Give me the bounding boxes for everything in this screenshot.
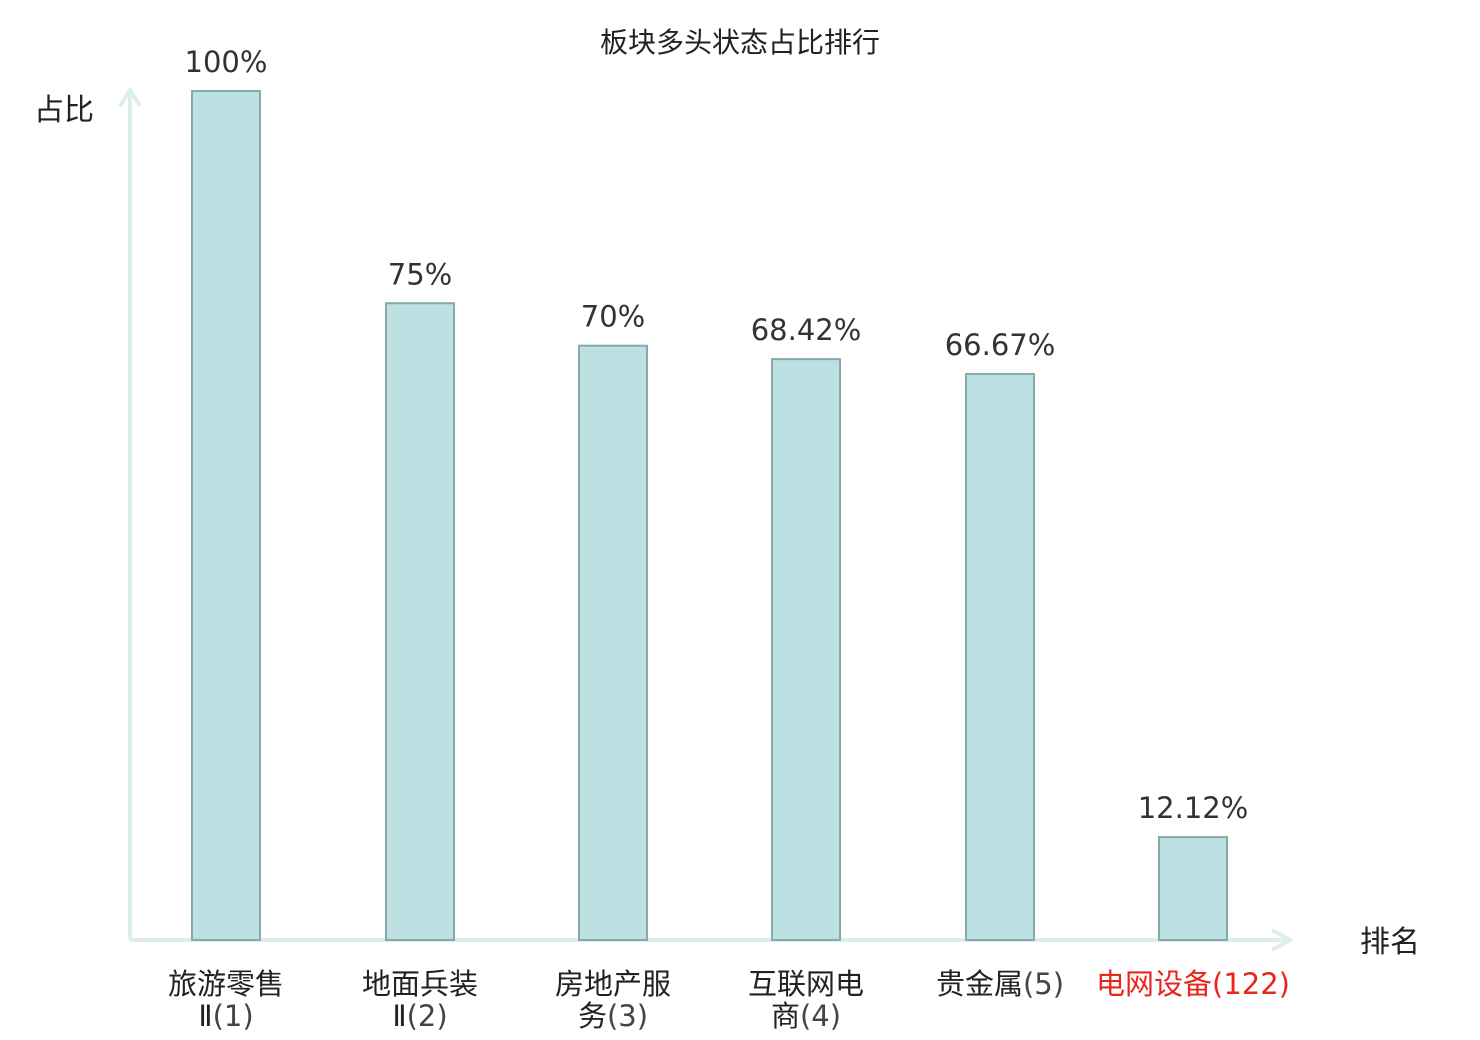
bar [191, 90, 261, 941]
x-axis-arrow [1271, 928, 1295, 952]
category-label-line: 互联网电 [748, 967, 864, 1001]
category-label: 地面兵装 Ⅱ(2) [362, 967, 478, 1033]
bar [578, 344, 648, 941]
category-rank: (3) [607, 999, 648, 1033]
y-axis-arrow [118, 86, 142, 108]
axes [118, 86, 1295, 952]
category-name: 旅游零售 [168, 967, 284, 1001]
category-name: 务 [578, 999, 607, 1033]
category-name: 地面兵装 [362, 967, 478, 1001]
category-label: 互联网电商(4) [748, 967, 864, 1033]
category-rank: (4) [800, 999, 841, 1033]
bar [385, 302, 455, 941]
category-rank: (2) [407, 999, 448, 1033]
category-name: 房地产服 [555, 967, 671, 1001]
bar-value-label: 70% [581, 300, 645, 334]
category-label-line: 商(4) [771, 999, 841, 1033]
category-name: 电网设备 [1096, 967, 1212, 1001]
bar [771, 358, 841, 941]
category-label-line: 旅游零售 [168, 967, 284, 1001]
category-rank: (122) [1212, 967, 1290, 1001]
category-name: Ⅱ [198, 999, 212, 1033]
category-labels-group: 旅游零售 Ⅱ(1)地面兵装 Ⅱ(2)房地产服务(3)互联网电商(4)贵金属(5) 电网… [168, 967, 1290, 1033]
category-label: 旅游零售 Ⅱ(1) [168, 967, 284, 1033]
category-label: 贵金属(5) [936, 967, 1064, 1001]
category-name: Ⅱ [392, 999, 406, 1033]
value-labels-group: 100% 75% 70% 68.42% 66.67% 12.12% [185, 45, 1249, 825]
bar-value-label: 12.12% [1138, 791, 1249, 825]
category-rank: (5) [1023, 967, 1064, 1001]
category-label-line: Ⅱ(1) [198, 999, 253, 1033]
bar [1158, 836, 1228, 941]
x-axis-label: 排名 [1360, 925, 1420, 960]
category-name: 商 [771, 999, 800, 1033]
category-label-line: Ⅱ(2) [392, 999, 447, 1033]
bar-value-label: 66.67% [945, 328, 1056, 362]
bar-value-label: 100% [185, 45, 268, 79]
bar [965, 372, 1035, 942]
category-label-line: 务(3) [578, 999, 648, 1033]
category-name: 互联网电 [748, 967, 864, 1001]
category-label-line: 贵金属(5) [936, 967, 1064, 1001]
category-name: 贵金属 [936, 967, 1023, 1001]
category-label-line: 电网设备(122) [1096, 967, 1290, 1001]
category-label-line: 地面兵装 [362, 967, 478, 1001]
y-axis-label: 占比 [34, 93, 94, 128]
chart-title: 板块多头状态占比排行 [600, 26, 880, 59]
category-rank: (1) [213, 999, 254, 1033]
bar-value-label: 68.42% [751, 313, 862, 347]
category-label-line: 房地产服 [555, 967, 671, 1001]
bars-group [191, 90, 1228, 942]
category-label: 房地产服务(3) [555, 967, 671, 1033]
category-label: 电网设备(122) [1096, 967, 1290, 1001]
bar-value-label: 75% [388, 257, 452, 291]
